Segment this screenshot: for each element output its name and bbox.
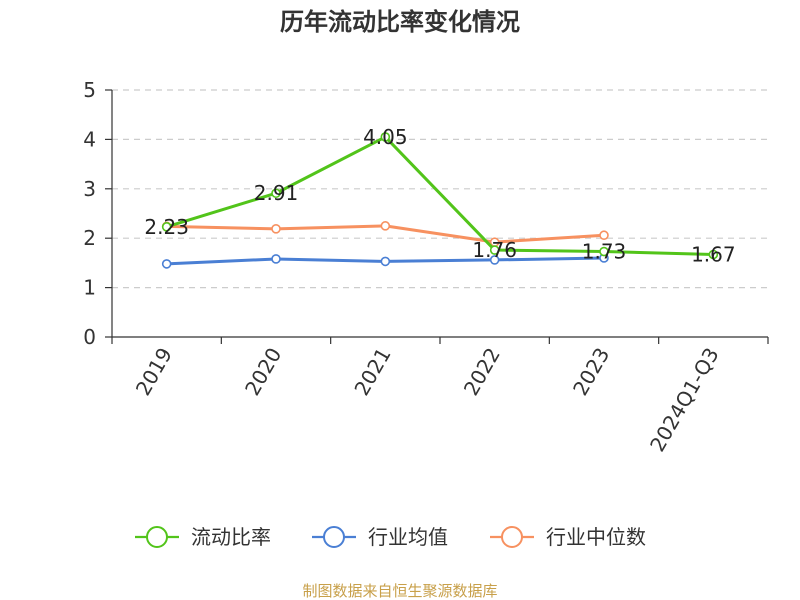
data-label: 4.05 bbox=[363, 125, 408, 149]
y-tick-label: 5 bbox=[83, 78, 96, 102]
y-tick-label: 2 bbox=[83, 226, 96, 250]
source-note: 制图数据来自恒生聚源数据库 bbox=[302, 582, 497, 600]
legend-label: 行业均值 bbox=[368, 525, 448, 549]
data-point bbox=[599, 230, 609, 241]
data-point bbox=[599, 246, 609, 257]
data-labels: 2.23 2.91 4.05 1.76 1.73 1.67 bbox=[144, 125, 735, 267]
x-tick-label: 2022 bbox=[459, 343, 505, 399]
axes: 0 1 2 3 4 5 2019 2020 2021 2022 2023 2024Q1-Q3 bbox=[83, 78, 769, 456]
legend-marker bbox=[146, 526, 168, 548]
legend[interactable]: 流动比率 行业均值 行业中位数 bbox=[135, 525, 646, 549]
data-point bbox=[380, 221, 391, 231]
data-label: 2.91 bbox=[254, 181, 299, 205]
data-point bbox=[271, 254, 281, 264]
x-tick-label: 2024Q1-Q3 bbox=[645, 344, 724, 456]
data-point bbox=[489, 245, 500, 255]
legend-marker bbox=[323, 526, 345, 548]
y-tick-label: 0 bbox=[83, 325, 96, 349]
data-label: 1.76 bbox=[472, 238, 517, 262]
series-line bbox=[166, 135, 714, 257]
x-tick-label: 2020 bbox=[240, 344, 286, 400]
legend-marker bbox=[501, 526, 523, 548]
legend-item[interactable]: 流动比率 bbox=[135, 525, 271, 549]
legend-item[interactable]: 行业中位数 bbox=[490, 525, 646, 549]
data-point bbox=[708, 249, 719, 260]
y-tick-label: 4 bbox=[83, 127, 96, 151]
data-point bbox=[271, 224, 281, 234]
legend-item[interactable]: 行业均值 bbox=[312, 525, 448, 549]
y-tick-label: 1 bbox=[83, 276, 96, 300]
data-label: 2.23 bbox=[144, 215, 189, 239]
y-tick-label: 3 bbox=[83, 177, 96, 201]
chart-title: 历年流动比率变化情况 bbox=[280, 8, 520, 36]
data-point bbox=[380, 256, 391, 267]
series-layer bbox=[161, 132, 719, 269]
data-label: 1.67 bbox=[691, 243, 736, 267]
data-point bbox=[161, 259, 172, 269]
legend-label: 行业中位数 bbox=[546, 525, 646, 549]
data-point bbox=[489, 255, 500, 265]
data-point bbox=[271, 188, 281, 199]
x-tick-label: 2023 bbox=[568, 344, 614, 400]
x-tick-label: 2019 bbox=[131, 344, 177, 400]
data-label: 1.73 bbox=[582, 240, 627, 264]
x-tick-label: 2021 bbox=[349, 344, 395, 400]
data-point bbox=[161, 222, 172, 232]
data-point bbox=[380, 132, 391, 142]
legend-label: 流动比率 bbox=[191, 525, 271, 549]
grid bbox=[112, 89, 768, 289]
